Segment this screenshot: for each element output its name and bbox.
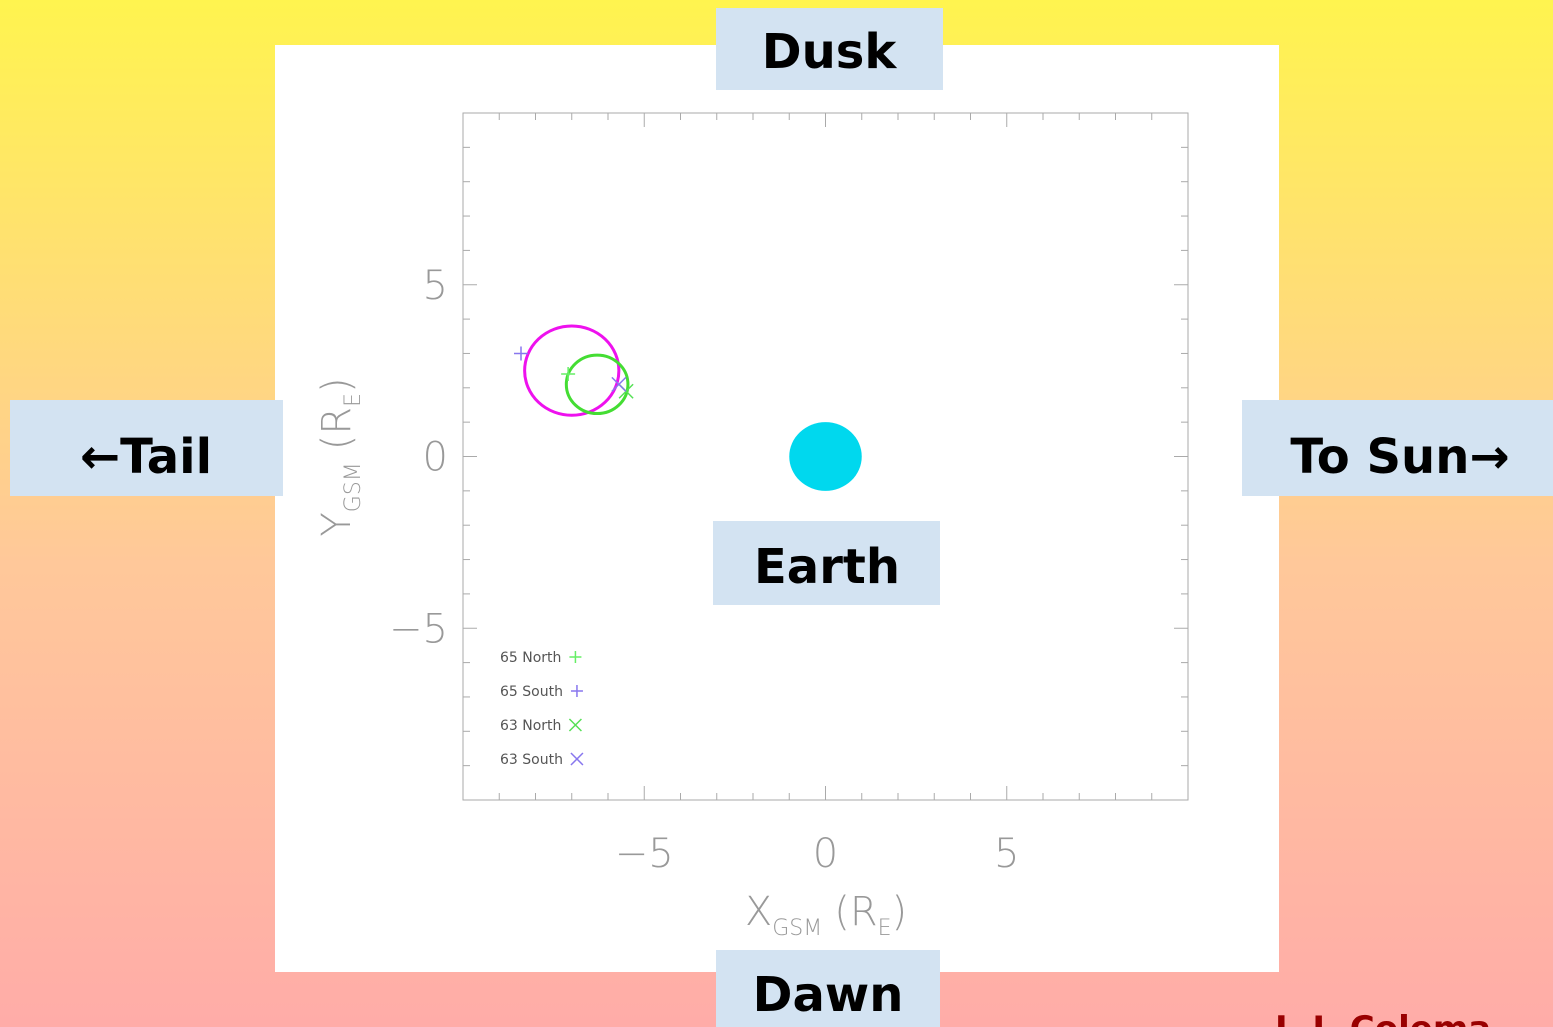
axis-label-part: E: [878, 916, 892, 941]
earth: [789, 422, 862, 491]
label-boxes: [10, 8, 1553, 1027]
dawn-label: Dawn: [753, 967, 904, 1023]
ylabel-axis-label: YGSM (RE): [314, 377, 366, 536]
author: I. J. Colema: [1275, 1009, 1491, 1027]
point: [611, 376, 627, 392]
axis-label-part: X: [745, 889, 772, 935]
legend-label: 63 South: [500, 752, 563, 768]
axis-label-part: (R: [834, 889, 877, 935]
circle: [564, 353, 630, 416]
point: [514, 346, 528, 361]
point: [561, 367, 576, 382]
axis-label-part: GSM: [772, 916, 822, 941]
xlabel-axis-label: XGSM (RE): [745, 889, 907, 941]
axis-label-part: ): [314, 377, 360, 393]
label-box: [10, 400, 283, 496]
tail-label: ←Tail: [80, 429, 212, 485]
label-box: [716, 8, 943, 90]
x-tick-label: 0: [813, 831, 838, 877]
legend-marker: [568, 718, 582, 732]
circle: [523, 324, 621, 417]
y-tick-label: 5: [423, 263, 448, 309]
earth-label: Earth: [754, 539, 900, 595]
axis-label-part: ): [892, 889, 908, 935]
legend-marker: [569, 651, 582, 663]
x-tick-label: −5: [615, 831, 674, 877]
y-tick-label: 0: [423, 435, 448, 481]
axis-label-part: Y: [314, 512, 360, 536]
legend-marker: [570, 685, 583, 697]
y-tick-label: −5: [389, 606, 448, 652]
axis-label-part: E: [341, 393, 366, 407]
axis-label-part: (R: [314, 407, 360, 450]
chart-panel: [275, 45, 1279, 972]
legend-label: 63 North: [500, 718, 561, 734]
x-tick-label: 5: [994, 831, 1019, 877]
axis-label-part: GSM: [341, 462, 366, 512]
legend-label: 65 South: [500, 684, 563, 700]
legend-marker: [570, 752, 584, 766]
legend-label: 65 North: [500, 650, 561, 666]
label-box: [716, 950, 940, 1027]
label-box: [1242, 400, 1553, 496]
label-box: [713, 521, 940, 605]
dusk-label: Dusk: [762, 24, 898, 80]
sun-label: To Sun→: [1290, 429, 1509, 485]
